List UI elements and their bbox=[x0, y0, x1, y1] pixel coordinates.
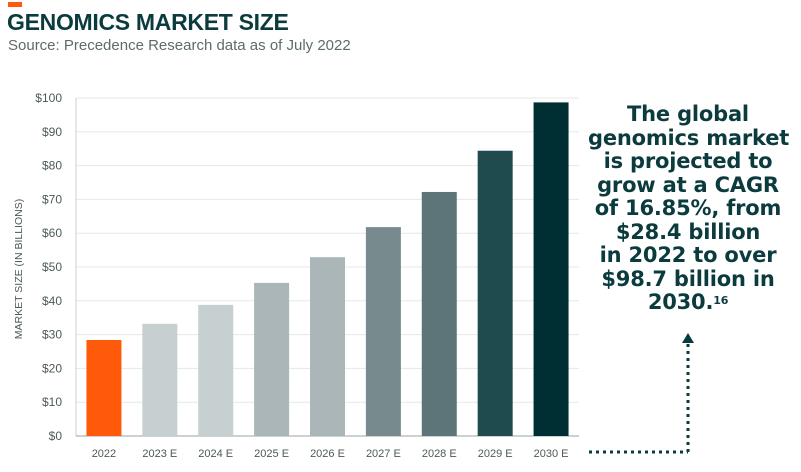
x-tick-label: 2024 E bbox=[198, 448, 233, 460]
bar-2025-e bbox=[254, 282, 290, 436]
accent-bar bbox=[8, 2, 22, 7]
bars bbox=[86, 102, 569, 437]
x-tick-label: 2025 E bbox=[254, 448, 289, 460]
y-axis-label: MARKET SIZE (IN BILLIONS) bbox=[13, 199, 25, 339]
footnote-ref: 16 bbox=[713, 294, 729, 307]
callout-line: $98.7 billion in bbox=[601, 266, 775, 291]
x-tick-label: 2027 E bbox=[366, 448, 401, 460]
bar-2023-e bbox=[142, 323, 178, 436]
callout-line: of 16.85%, from bbox=[594, 196, 782, 220]
callout-text: The global genomics market is projected … bbox=[588, 102, 790, 315]
x-tick-label: 2023 E bbox=[142, 448, 177, 460]
bar-2029-e bbox=[477, 150, 513, 436]
x-tick-label: 2029 E bbox=[478, 448, 513, 460]
y-tick-label: $40 bbox=[42, 294, 62, 308]
y-tick-label: $10 bbox=[42, 395, 62, 409]
callout-line-last: 2030.16 bbox=[588, 290, 788, 315]
callout-line: in 2022 to over bbox=[599, 243, 777, 267]
x-tick-label: 2030 E bbox=[534, 448, 569, 460]
bar-2028-e bbox=[421, 191, 457, 436]
bar-2022 bbox=[86, 340, 122, 436]
callout-line: $28.4 billion bbox=[615, 219, 761, 244]
y-tick-label: $30 bbox=[42, 328, 62, 342]
callout-line: The global bbox=[627, 102, 749, 126]
y-tick-label: $80 bbox=[42, 159, 62, 173]
y-tick-label: $90 bbox=[42, 125, 62, 139]
y-tick-label: $50 bbox=[42, 260, 62, 274]
bar-2024-e bbox=[198, 304, 234, 436]
callout-line: grow at a CAGR bbox=[597, 172, 779, 197]
x-tick-label: 2022 bbox=[92, 448, 116, 460]
callout-line: genomics market bbox=[588, 125, 790, 150]
arrow-head-icon bbox=[682, 333, 694, 343]
callout-line: is projected to bbox=[603, 149, 773, 173]
bar-2027-e bbox=[365, 227, 401, 436]
x-axis-ticks: 2022 2023 E 2024 E 2025 E 2026 E 2027 E 2028 E… bbox=[92, 448, 569, 460]
x-tick-label: 2028 E bbox=[422, 448, 457, 460]
y-axis-ticks: $0 $10 $20 $30 $40 $50 $60 $70 $80 $90 $100 bbox=[35, 91, 62, 443]
y-tick-label: $70 bbox=[42, 192, 62, 206]
y-tick-label: $100 bbox=[35, 91, 62, 105]
y-tick-label: $0 bbox=[49, 429, 63, 443]
x-tick-label: 2026 E bbox=[310, 448, 345, 460]
y-tick-label: $20 bbox=[42, 361, 62, 375]
bar-2030-e bbox=[533, 102, 569, 437]
bar-2026-e bbox=[310, 257, 345, 436]
dotted-arrow-up-icon bbox=[589, 333, 694, 454]
callout-line-text: 2030. bbox=[647, 290, 714, 314]
y-tick-label: $60 bbox=[42, 226, 62, 240]
chart-subtitle: Source: Precedence Research data as of J… bbox=[8, 37, 351, 54]
chart-title: GENOMICS MARKET SIZE bbox=[7, 9, 289, 35]
